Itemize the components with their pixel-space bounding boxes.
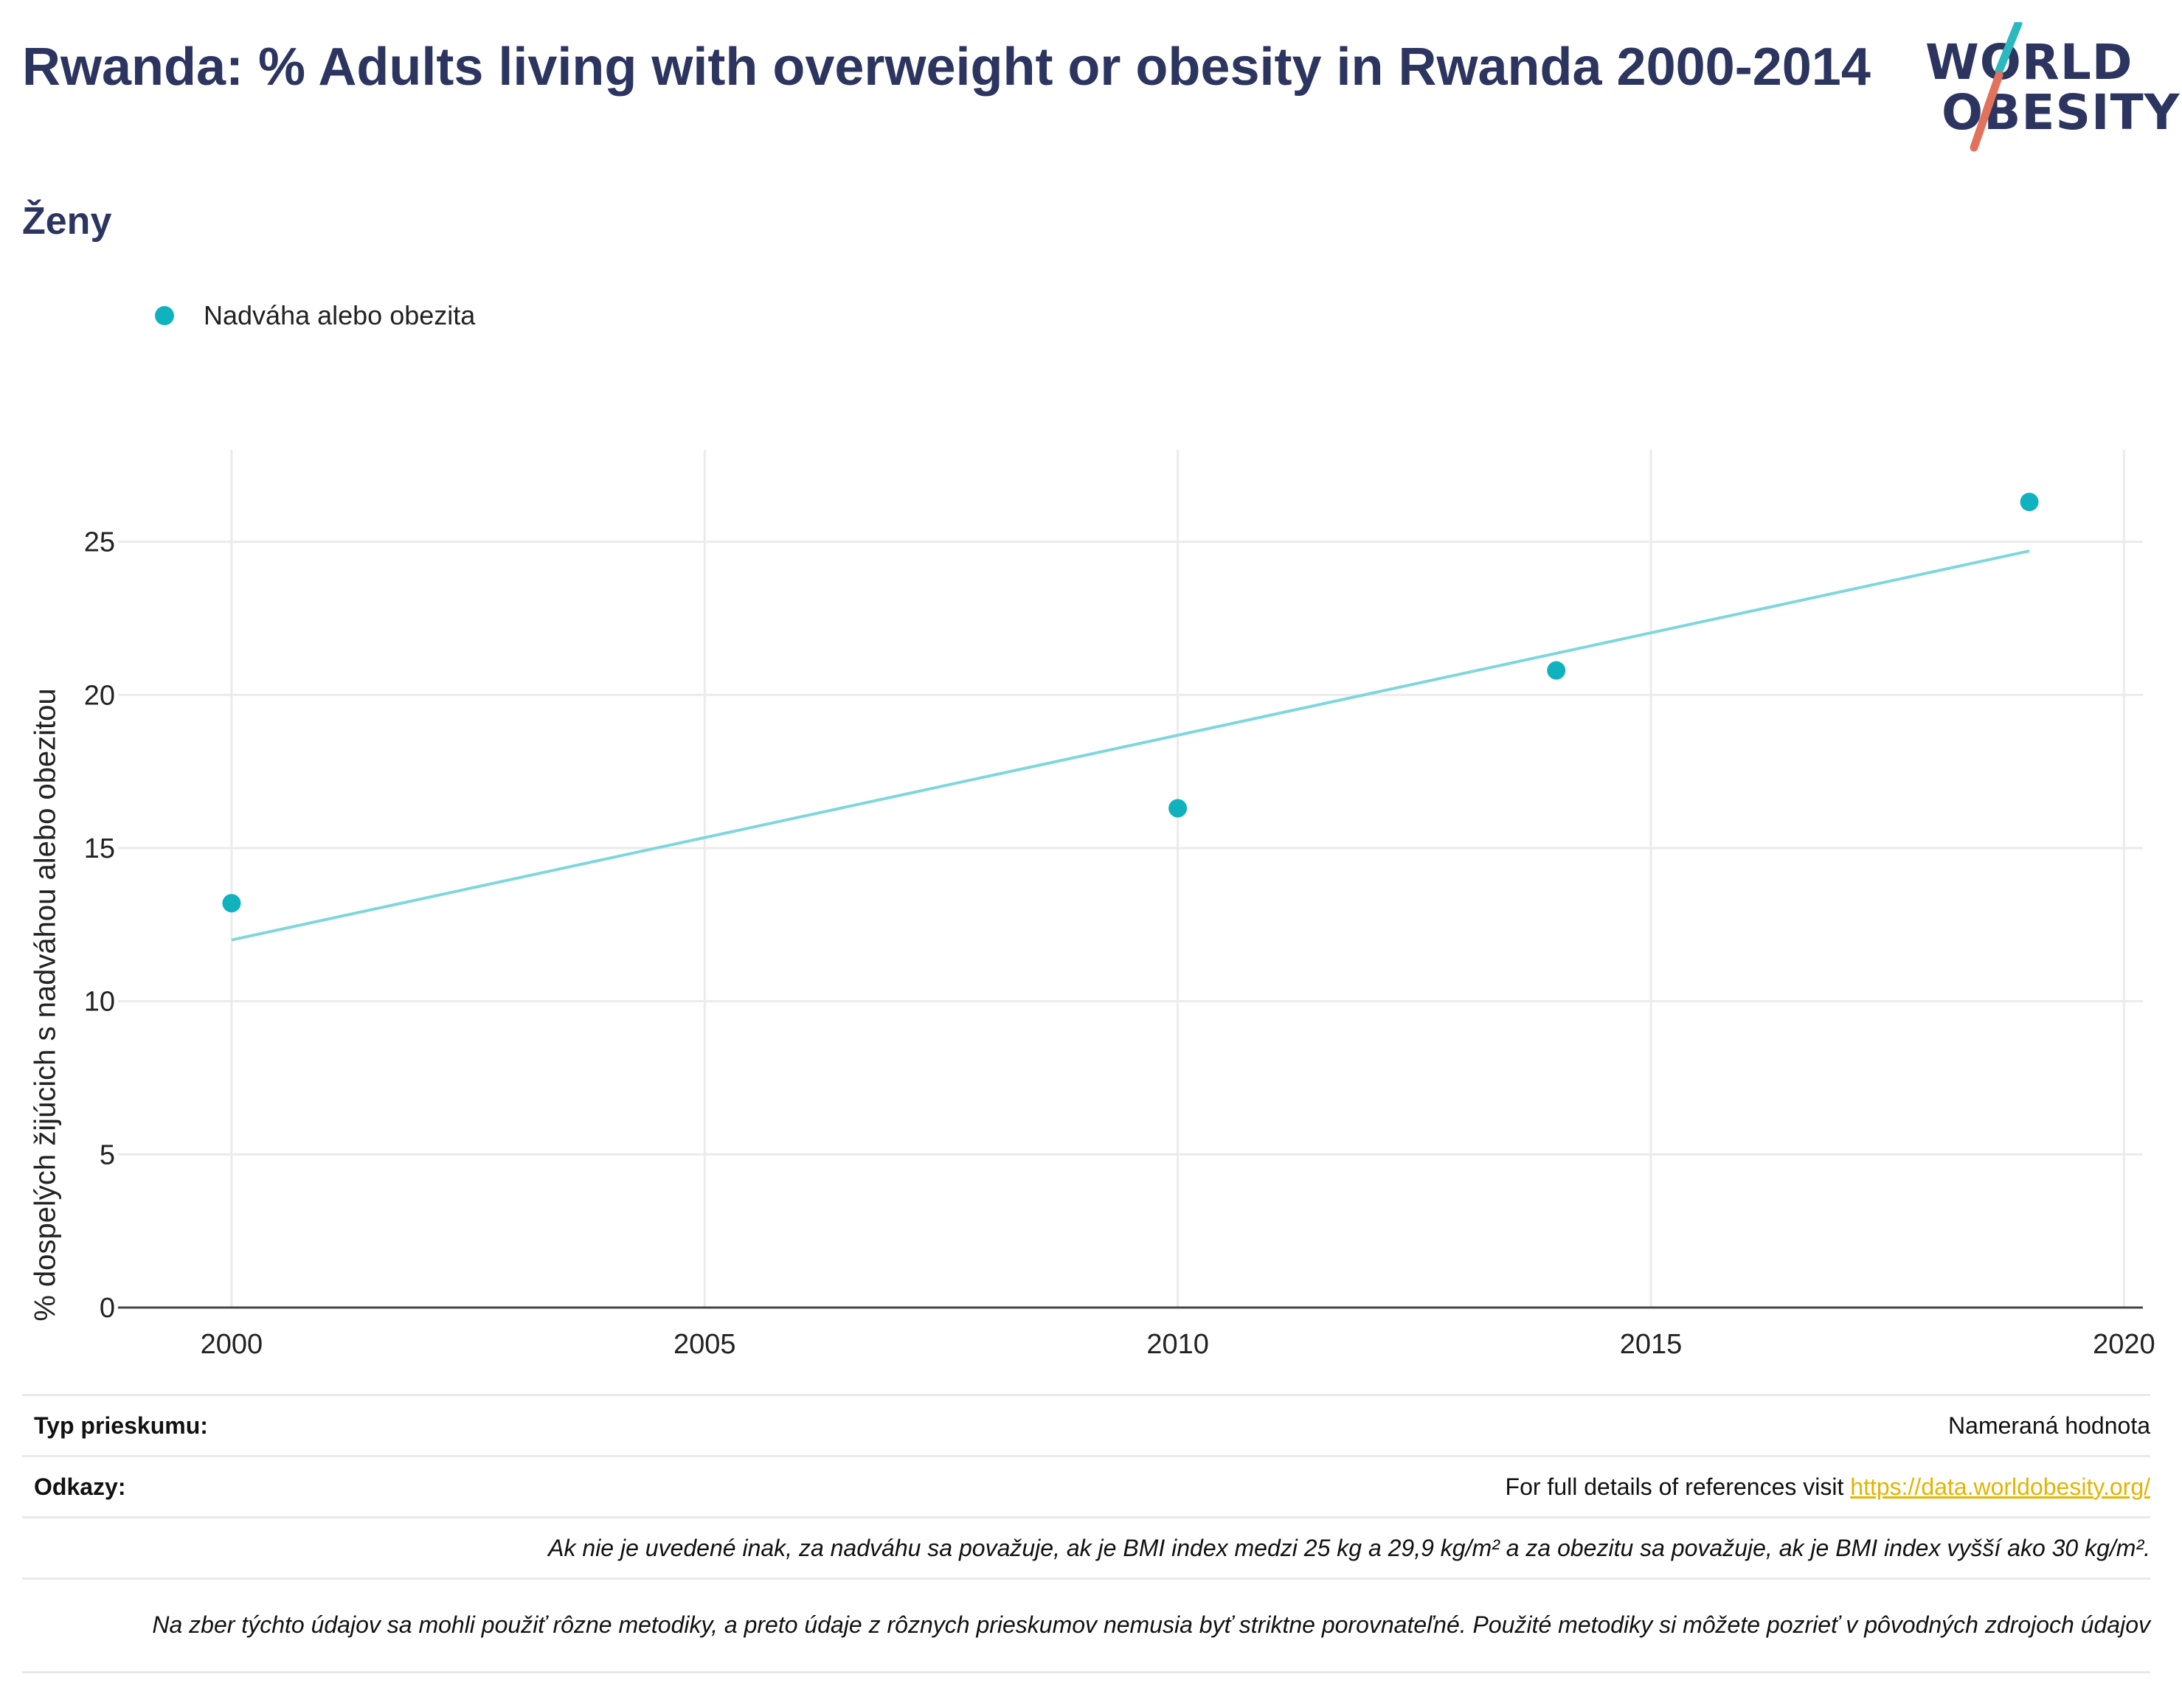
references-row: Odkazy: For full details of references v… xyxy=(22,1455,2150,1516)
chart-plot: 2000 2005 2010 2015 2020 0 5 10 15 20 25 xyxy=(84,450,2155,1360)
y-tick-label: 15 xyxy=(84,833,115,864)
survey-type-label: Typ prieskumu: xyxy=(34,1412,208,1439)
y-tick-label: 10 xyxy=(84,987,115,1018)
legend-label: Nadváha alebo obezita xyxy=(204,300,476,330)
world-obesity-logo: WORLD OBESITY xyxy=(1925,22,2179,155)
y-tick-label: 0 xyxy=(100,1293,115,1324)
x-tick-label: 2015 xyxy=(1620,1329,1683,1360)
chart-title: Rwanda: % Adults living with overweight … xyxy=(22,38,1871,97)
y-axis-label: % dospelých žijúcich s nadváhou alebo ob… xyxy=(29,688,62,1322)
legend-marker-icon xyxy=(155,306,174,325)
x-tick-label: 2000 xyxy=(201,1329,263,1360)
methodology-note: Na zber týchto údajov sa mohli použiť rô… xyxy=(152,1611,2150,1639)
references-value: For full details of references visit htt… xyxy=(1506,1473,2150,1501)
y-tick-label: 25 xyxy=(84,527,115,558)
bmi-note-row: Ak nie je uvedené inak, za nadváhu sa po… xyxy=(22,1516,2150,1577)
data-point xyxy=(1168,799,1188,818)
y-tick-label: 5 xyxy=(100,1139,115,1170)
data-point xyxy=(2020,493,2039,512)
logo-slash-icon xyxy=(1970,22,2023,152)
legend: Nadváha alebo obezita xyxy=(155,295,475,336)
bmi-note: Ak nie je uvedené inak, za nadváhu sa po… xyxy=(548,1534,2150,1561)
table-bottom-rule xyxy=(22,1671,2150,1675)
survey-type-row: Typ prieskumu: Nameraná hodnota xyxy=(22,1394,2150,1455)
methodology-note-row: Na zber týchto údajov sa mohli použiť rô… xyxy=(22,1577,2150,1671)
survey-type-value: Nameraná hodnota xyxy=(1948,1412,2150,1439)
references-label: Odkazy: xyxy=(34,1473,126,1500)
info-table: Typ prieskumu: Nameraná hodnota Odkazy: … xyxy=(22,1394,2150,1675)
chart-subtitle: Ženy xyxy=(22,200,112,243)
trend-line xyxy=(231,549,2030,942)
data-point xyxy=(1547,661,1566,680)
data-point xyxy=(222,894,241,913)
x-tick-label: 2010 xyxy=(1146,1329,1209,1360)
references-link[interactable]: https://data.worldobesity.org/ xyxy=(1850,1473,2150,1500)
x-tick-label: 2020 xyxy=(2093,1329,2155,1360)
x-tick-label: 2005 xyxy=(673,1329,736,1360)
references-text: For full details of references visit xyxy=(1505,1473,1851,1500)
y-tick-label: 20 xyxy=(84,680,115,711)
logo-word-world: WORLD xyxy=(1925,34,2133,91)
